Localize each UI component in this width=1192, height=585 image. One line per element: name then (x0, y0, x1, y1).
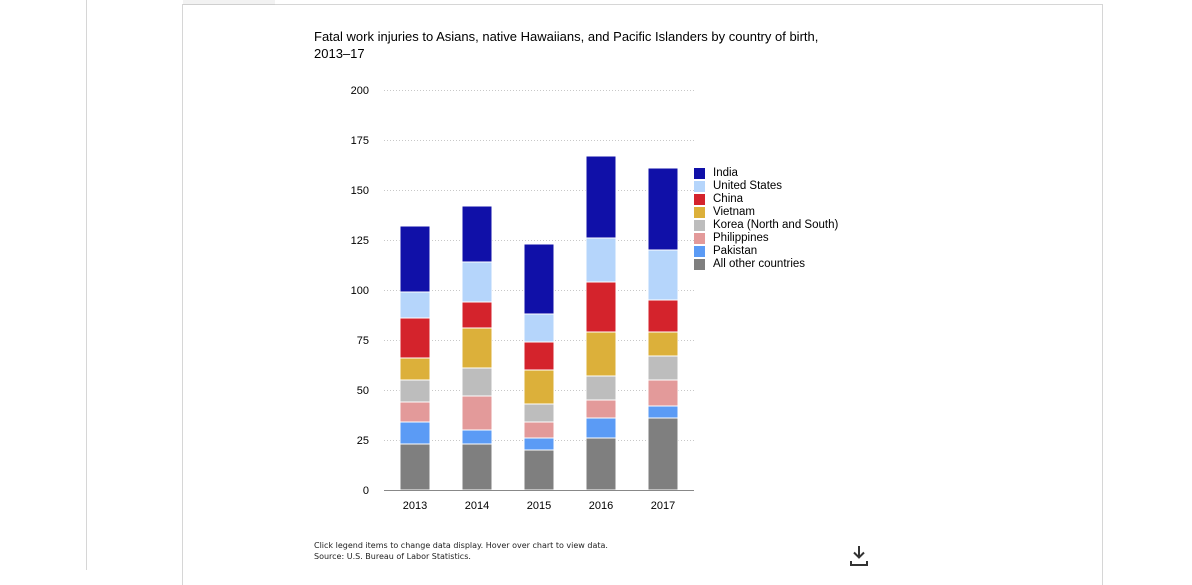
legend-swatch (694, 233, 705, 244)
bar-segment[interactable] (461, 429, 493, 445)
legend-item[interactable]: Philippines (694, 232, 838, 245)
legend-swatch (694, 246, 705, 257)
bar-segment[interactable] (461, 261, 493, 303)
bar-segment[interactable] (399, 421, 431, 445)
tab-stub[interactable] (183, 0, 275, 5)
bar-segment[interactable] (399, 291, 431, 319)
bar-segment[interactable] (647, 355, 679, 381)
x-tick-label: 2013 (403, 500, 427, 512)
bar-segment[interactable] (585, 155, 617, 239)
chart-panel (182, 4, 1103, 585)
legend-label: Vietnam (713, 206, 755, 218)
bar-segment[interactable] (647, 379, 679, 407)
stacked-bar-chart[interactable]: 0 25 50 75 100 125 150 175 200 2013 2014 2015 2016 20… (0, 0, 1192, 570)
legend-swatch (694, 181, 705, 192)
legend-label: Philippines (713, 232, 769, 244)
bar-segment[interactable] (399, 357, 431, 381)
chart-source: Source: U.S. Bureau of Labor Statistics. (314, 552, 471, 561)
bar-segment[interactable] (523, 403, 555, 423)
y-tick-label: 150 (351, 185, 369, 197)
bar-segment[interactable] (461, 301, 493, 329)
bar-segment[interactable] (461, 327, 493, 369)
bar-segment[interactable] (585, 417, 617, 439)
bar-segment[interactable] (647, 249, 679, 301)
page-left-border (86, 0, 87, 570)
bar-segment[interactable] (461, 395, 493, 431)
bar-segment[interactable] (523, 243, 555, 315)
bar-segment[interactable] (523, 341, 555, 371)
legend-item[interactable]: China (694, 193, 838, 206)
y-tick-label: 200 (351, 85, 369, 97)
legend-swatch (694, 194, 705, 205)
legend-item[interactable]: United States (694, 180, 838, 193)
chart-instructions: Click legend items to change data displa… (314, 541, 608, 550)
chart-title: Fatal work injuries to Asians, native Ha… (314, 29, 819, 61)
bar-segment[interactable] (523, 313, 555, 343)
legend-label: China (713, 193, 744, 205)
bar-segment[interactable] (585, 281, 617, 333)
legend-label: Korea (North and South) (713, 219, 839, 231)
x-tick-label: 2014 (465, 500, 489, 512)
y-tick-label: 100 (351, 285, 369, 297)
legend-label: Pakistan (713, 245, 758, 257)
bar-segment[interactable] (585, 437, 617, 491)
legend-item[interactable]: Korea (North and South) (694, 219, 838, 232)
bar-segment[interactable] (585, 399, 617, 419)
x-tick-label: 2015 (527, 500, 551, 512)
legend-swatch (694, 220, 705, 231)
legend-swatch (694, 207, 705, 218)
legend-label: United States (713, 180, 783, 192)
bar-segment[interactable] (523, 421, 555, 439)
bar-segment[interactable] (647, 405, 679, 419)
y-tick-label: 75 (357, 335, 369, 347)
y-tick-label: 175 (351, 135, 369, 147)
legend-swatch (694, 168, 705, 179)
y-tick-label: 50 (357, 385, 369, 397)
chart-footnote: Click legend items to change data displa… (314, 540, 608, 562)
download-button[interactable] (849, 545, 869, 567)
bar-segment[interactable] (647, 167, 679, 251)
y-tick-label: 125 (351, 235, 369, 247)
bar-segment[interactable] (585, 375, 617, 401)
legend-label: India (713, 167, 738, 179)
y-tick-label: 25 (357, 435, 369, 447)
y-tick-label: 0 (363, 485, 369, 497)
legend-label: All other countries (713, 258, 806, 270)
legend-item[interactable]: Vietnam (694, 206, 838, 219)
bar-segment[interactable] (585, 331, 617, 377)
bar-segment[interactable] (399, 443, 431, 491)
bar-segment[interactable] (399, 379, 431, 403)
bar-segment[interactable] (647, 299, 679, 333)
bar-segment[interactable] (399, 401, 431, 423)
bar-segment[interactable] (461, 205, 493, 263)
chart-legend: India United States China Vietnam Korea (Nor… (694, 167, 838, 271)
bar-segment[interactable] (399, 317, 431, 359)
legend-item[interactable]: Pakistan (694, 245, 838, 258)
x-tick-label: 2017 (651, 500, 675, 512)
x-tick-label: 2016 (589, 500, 613, 512)
bar-segment[interactable] (523, 437, 555, 451)
legend-item[interactable]: India (694, 167, 838, 180)
legend-item[interactable]: All other countries (694, 258, 838, 271)
bar-segment[interactable] (523, 369, 555, 405)
bar-segment[interactable] (461, 443, 493, 491)
legend-swatch (694, 259, 705, 270)
download-icon (850, 546, 868, 566)
bar-segment[interactable] (523, 449, 555, 491)
bar-segment[interactable] (585, 237, 617, 283)
bar-segment[interactable] (647, 331, 679, 357)
bar-segment[interactable] (647, 417, 679, 491)
bar-segment[interactable] (461, 367, 493, 397)
bar-segment[interactable] (399, 225, 431, 293)
